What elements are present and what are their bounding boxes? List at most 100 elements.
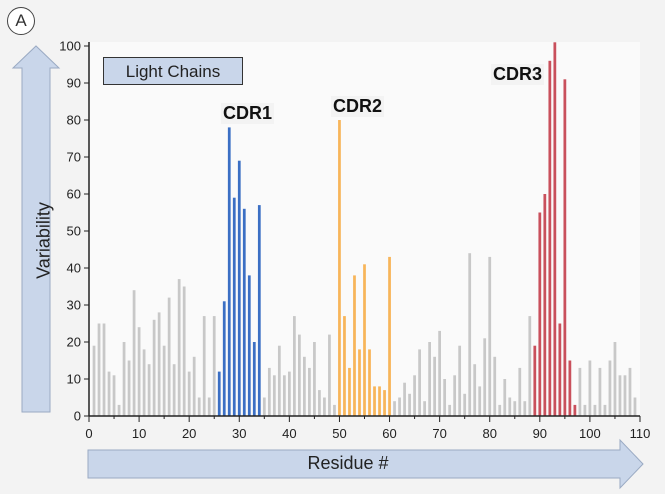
x-arrow-shape bbox=[87, 438, 644, 490]
bar-residue-42 bbox=[298, 334, 301, 416]
bar-residue-86 bbox=[518, 367, 522, 416]
bar-residue-15 bbox=[162, 345, 166, 416]
bar-residue-52 bbox=[348, 367, 351, 416]
bar-residue-16 bbox=[167, 297, 171, 416]
y-tick-label: 90 bbox=[67, 76, 81, 91]
x-tick-label: 90 bbox=[533, 426, 547, 441]
bar-residue-2 bbox=[97, 323, 101, 416]
y-tick-label: 100 bbox=[59, 39, 81, 54]
bar-residue-88 bbox=[528, 316, 532, 416]
bar-residue-109 bbox=[633, 397, 637, 416]
bar-residue-43 bbox=[303, 356, 306, 416]
x-ticks: 0 10 20 30 40 50 60 70 80 90 100 110 bbox=[85, 416, 650, 441]
x-tick-label: 100 bbox=[579, 426, 601, 441]
bar-residue-40 bbox=[287, 371, 291, 416]
bar-residue-78 bbox=[478, 386, 482, 416]
bar-residue-37 bbox=[272, 375, 276, 416]
bar-residue-28 bbox=[227, 127, 231, 417]
bar-residue-62 bbox=[398, 397, 401, 416]
bar-residue-95 bbox=[563, 79, 567, 417]
bar-residue-7 bbox=[122, 342, 126, 416]
bar-residue-68 bbox=[428, 342, 431, 416]
bar-residue-24 bbox=[207, 397, 211, 416]
bar-residue-1 bbox=[92, 345, 96, 416]
bar-residue-92 bbox=[548, 60, 552, 417]
bar-residue-6 bbox=[117, 404, 121, 416]
x-tick-label: 80 bbox=[482, 426, 496, 441]
bar-residue-44 bbox=[308, 367, 311, 416]
bar-residue-97 bbox=[573, 404, 577, 416]
bar-residue-55 bbox=[363, 264, 366, 416]
bar-residue-93 bbox=[553, 42, 557, 417]
bar-residue-59 bbox=[383, 390, 386, 416]
x-tick-label: 20 bbox=[182, 426, 196, 441]
y-tick-label: 80 bbox=[67, 113, 81, 128]
bar-residue-53 bbox=[353, 275, 356, 416]
bar-residue-13 bbox=[152, 319, 156, 416]
bar-residue-27 bbox=[222, 301, 226, 416]
bar-residue-5 bbox=[112, 375, 116, 416]
bar-residue-54 bbox=[358, 349, 361, 416]
y-tick-label: 20 bbox=[67, 335, 81, 350]
x-tick-label: 10 bbox=[132, 426, 146, 441]
bar-residue-22 bbox=[197, 397, 201, 416]
bar-residue-51 bbox=[343, 316, 346, 416]
bar-residue-96 bbox=[568, 360, 572, 416]
bar-residue-36 bbox=[267, 367, 271, 416]
bar-residue-56 bbox=[368, 349, 371, 416]
bar-residue-19 bbox=[182, 286, 186, 416]
bar-residue-87 bbox=[523, 401, 527, 416]
bar-residue-91 bbox=[543, 194, 547, 416]
bar-residue-104 bbox=[608, 360, 612, 416]
bar-residue-32 bbox=[247, 275, 251, 416]
bar-residue-66 bbox=[418, 349, 421, 416]
bar-residue-102 bbox=[598, 367, 602, 416]
bar-residue-8 bbox=[127, 360, 131, 416]
cdr2-label: CDR2 bbox=[331, 96, 385, 117]
bar-residue-76 bbox=[468, 253, 472, 416]
bar-residue-38 bbox=[277, 345, 281, 416]
bar-residue-65 bbox=[413, 375, 416, 416]
bar-residue-84 bbox=[508, 397, 512, 416]
y-axis-label: Variability bbox=[33, 202, 54, 279]
x-tick-label: 70 bbox=[432, 426, 446, 441]
bar-residue-69 bbox=[433, 356, 437, 416]
x-axis-arrow bbox=[87, 438, 644, 490]
bar-residue-106 bbox=[618, 375, 622, 416]
bar-residue-64 bbox=[408, 393, 411, 416]
bar-residue-90 bbox=[538, 212, 542, 416]
y-arrow-shape bbox=[11, 45, 61, 413]
bar-residue-29 bbox=[232, 197, 236, 416]
bar-residue-108 bbox=[628, 367, 632, 416]
bar-residue-82 bbox=[498, 404, 502, 416]
bar-residue-75 bbox=[463, 393, 467, 416]
bar-residue-50 bbox=[338, 120, 341, 416]
bar-residue-33 bbox=[252, 342, 256, 416]
y-tick-label: 70 bbox=[67, 150, 81, 165]
panel-label: A bbox=[7, 7, 35, 35]
bar-residue-67 bbox=[423, 401, 426, 416]
bar-residue-72 bbox=[448, 404, 452, 416]
bar-residue-21 bbox=[192, 356, 196, 416]
y-tick-label: 30 bbox=[67, 298, 81, 313]
bar-residue-107 bbox=[623, 375, 627, 416]
bar-residue-3 bbox=[102, 323, 106, 416]
bar-residue-58 bbox=[378, 386, 381, 416]
y-tick-label: 60 bbox=[67, 187, 81, 202]
bar-residue-85 bbox=[513, 401, 517, 416]
chart-title: Light Chains bbox=[103, 57, 243, 85]
y-tick-label: 50 bbox=[67, 224, 81, 239]
y-axis-arrow bbox=[11, 45, 61, 413]
x-tick-label: 50 bbox=[332, 426, 346, 441]
bar-residue-105 bbox=[613, 342, 617, 416]
bar-residue-99 bbox=[583, 404, 587, 416]
bar-residue-73 bbox=[453, 375, 457, 416]
cdr3-label: CDR3 bbox=[491, 64, 545, 85]
bar-residue-79 bbox=[483, 338, 487, 416]
x-tick-label: 60 bbox=[382, 426, 396, 441]
bar-residue-17 bbox=[172, 364, 176, 416]
bar-residue-26 bbox=[217, 371, 221, 416]
bars bbox=[92, 42, 637, 417]
x-tick-label: 0 bbox=[85, 426, 92, 441]
bar-residue-74 bbox=[458, 345, 462, 416]
